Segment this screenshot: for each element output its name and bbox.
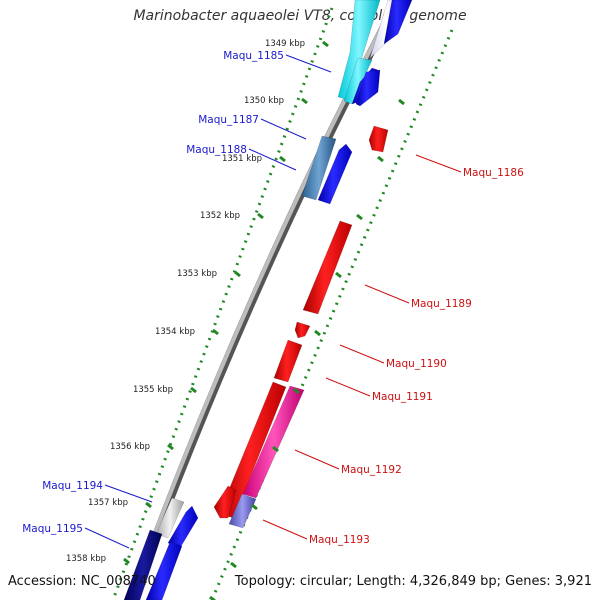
gene-labels: Maqu_1185 Maqu_1187 Maqu_1188 Maqu_1194 Maqu… [22,50,524,549]
tick-mark-inner [190,386,197,394]
tick-mark-inner [212,328,219,336]
gene-pink-1192 [242,385,305,499]
tick-mark-outer [251,503,258,511]
gene-label-reverse: Maqu_1190 [386,358,447,370]
dotted-track-inner [111,7,334,600]
leader-line [339,344,385,364]
leader-line [294,449,340,470]
leader-line [248,148,297,171]
tick-mark-outer [356,213,363,221]
leader-line [104,484,153,503]
gene-features [123,0,413,600]
tick-label: 1355 kbp [133,385,173,395]
gene-label-reverse: Maqu_1189 [411,298,472,310]
tick-label: 1354 kbp [155,327,195,337]
tick-mark-inner [167,443,174,451]
tick-mark-outer [230,561,237,569]
tick-dotted-lines [111,7,454,600]
tick-mark-inner [234,270,241,278]
tick-mark-inner [301,97,308,105]
tick-mark-inner [257,212,264,220]
tick-label: 1350 kbp [244,96,284,106]
tick-mark-inner [123,557,130,565]
tick-mark-inner [279,155,286,163]
leader-line [415,154,462,173]
gene-label-forward: Maqu_1187 [198,114,259,126]
tick-label: 1351 kbp [222,154,262,164]
tick-mark-outer [272,445,279,453]
gene-red-1190 [294,321,311,339]
leader-line [364,284,410,304]
gene-red-1189 [302,220,353,315]
leader-line [84,527,130,549]
leader-line [285,54,332,73]
tick-mark-inner [145,501,152,509]
gene-red-1186 [368,125,389,153]
tick-mark-outer [335,271,342,279]
accession-text: Accession: NC_008740 [8,574,156,589]
gene-label-reverse: Maqu_1191 [372,391,433,403]
gene-label-forward: Maqu_1185 [223,50,284,62]
gene-blue-1195 [145,541,183,600]
tick-label: 1353 kbp [177,269,217,279]
gene-purple-1193 [228,493,257,529]
gene-blue-edge [383,0,413,45]
gene-navy-1195 [123,529,163,600]
tick-mark-outer [293,387,300,395]
tick-mark-outer [398,98,405,106]
tick-label: 1357 kbp [88,498,128,508]
tick-label: 1356 kbp [110,442,150,452]
gene-blue-top [355,69,381,107]
tick-label: 1352 kbp [200,211,240,221]
leader-line [262,519,308,540]
gene-label-reverse: Maqu_1186 [463,167,524,179]
gene-steel-1188 [301,135,337,201]
kbp-ticks: 1349 kbp 1350 kbp 1351 kbp 1352 kbp 1353 kbp… [66,39,405,600]
gene-blue-1187 [317,143,353,205]
genome-summary-text: Topology: circular; Length: 4,326,849 bp… [234,574,592,589]
tick-mark-outer [377,155,384,163]
gene-red-small [213,485,237,519]
tick-label: 1349 kbp [265,39,305,49]
gene-label-forward: Maqu_1188 [186,144,247,156]
gene-blue-1194 [167,505,199,549]
tick-mark-outer [314,329,321,337]
gene-label-forward: Maqu_1195 [22,523,83,535]
tick-mark-inner [322,40,329,48]
leader-line [260,118,307,140]
gene-grey-1194 [155,497,185,539]
gene-red-1191 [273,339,303,383]
tick-label: 1358 kbp [66,554,106,564]
leader-line [325,377,371,397]
gene-label-reverse: Maqu_1193 [309,534,370,546]
gene-label-reverse: Maqu_1192 [341,464,402,476]
tick-mark-outer [209,595,216,600]
gene-label-forward: Maqu_1194 [42,480,103,492]
